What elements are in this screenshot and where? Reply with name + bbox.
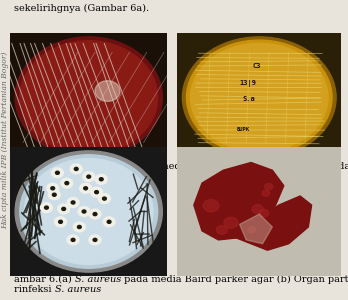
- Circle shape: [15, 151, 162, 272]
- Text: Gambar 5.(a): Gambar 5.(a): [14, 162, 82, 171]
- Circle shape: [74, 167, 78, 170]
- Circle shape: [78, 225, 81, 229]
- Circle shape: [55, 217, 66, 227]
- Circle shape: [71, 238, 75, 242]
- Circle shape: [262, 190, 270, 196]
- Circle shape: [82, 210, 86, 213]
- Circle shape: [25, 159, 153, 264]
- Circle shape: [67, 235, 79, 245]
- Text: S.a: S.a: [243, 96, 256, 102]
- Circle shape: [93, 238, 97, 242]
- Text: pada media Baird parker agar (b) Organ part: pada media Baird parker agar (b) Organ p…: [121, 275, 348, 284]
- Circle shape: [45, 206, 48, 209]
- Circle shape: [52, 168, 63, 178]
- Circle shape: [58, 204, 70, 214]
- Circle shape: [224, 217, 238, 228]
- Text: S. aureus: S. aureus: [55, 285, 101, 294]
- Circle shape: [78, 207, 90, 216]
- Circle shape: [83, 172, 95, 182]
- Circle shape: [95, 190, 98, 194]
- Polygon shape: [235, 196, 311, 250]
- Circle shape: [182, 37, 336, 158]
- Circle shape: [65, 182, 69, 185]
- Circle shape: [95, 81, 120, 101]
- Circle shape: [98, 194, 110, 203]
- Text: pada media agar darah  ; (b): pada media agar darah ; (b): [129, 162, 277, 171]
- Circle shape: [71, 201, 75, 204]
- Polygon shape: [194, 163, 284, 240]
- Circle shape: [70, 164, 82, 174]
- Circle shape: [40, 203, 53, 212]
- Text: S. aureus: S. aureus: [82, 162, 129, 171]
- Circle shape: [53, 193, 56, 196]
- Circle shape: [216, 226, 228, 234]
- Circle shape: [48, 190, 60, 200]
- Circle shape: [20, 41, 158, 154]
- Text: S. aureus: S. aureus: [277, 162, 323, 171]
- Text: 13|9: 13|9: [240, 80, 256, 87]
- Text: pada medi: pada medi: [323, 162, 348, 171]
- Circle shape: [93, 212, 97, 216]
- Circle shape: [95, 174, 107, 184]
- Circle shape: [264, 183, 273, 190]
- Text: BUPK: BUPK: [236, 127, 250, 132]
- Text: S. aureus: S. aureus: [75, 275, 121, 284]
- Circle shape: [62, 207, 65, 211]
- Circle shape: [80, 183, 92, 193]
- Circle shape: [59, 220, 62, 224]
- Circle shape: [84, 187, 87, 190]
- Circle shape: [103, 217, 115, 227]
- Circle shape: [89, 209, 101, 219]
- Circle shape: [51, 187, 55, 190]
- Text: C3: C3: [253, 63, 261, 69]
- Circle shape: [47, 183, 59, 193]
- Circle shape: [191, 43, 328, 152]
- Circle shape: [56, 171, 59, 174]
- Circle shape: [15, 37, 162, 158]
- Circle shape: [187, 40, 332, 155]
- Circle shape: [61, 178, 73, 188]
- Circle shape: [100, 178, 103, 181]
- Circle shape: [89, 235, 101, 245]
- Circle shape: [90, 187, 103, 197]
- Circle shape: [20, 155, 158, 268]
- Circle shape: [67, 198, 79, 207]
- Polygon shape: [240, 214, 272, 244]
- Text: ambar 6.(a): ambar 6.(a): [14, 275, 75, 284]
- Circle shape: [203, 200, 219, 212]
- Circle shape: [252, 205, 263, 214]
- Circle shape: [107, 220, 111, 224]
- Text: Hak cipta milik IPB (Institut Pertanian Bogor): Hak cipta milik IPB (Institut Pertanian …: [1, 51, 9, 229]
- Text: rinfeksi: rinfeksi: [14, 285, 55, 294]
- Circle shape: [73, 222, 85, 232]
- Circle shape: [259, 209, 269, 217]
- Text: sekelirihgnya (Gambar 6a).: sekelirihgnya (Gambar 6a).: [14, 4, 149, 13]
- Circle shape: [103, 197, 106, 200]
- Circle shape: [248, 227, 255, 233]
- Circle shape: [87, 175, 90, 178]
